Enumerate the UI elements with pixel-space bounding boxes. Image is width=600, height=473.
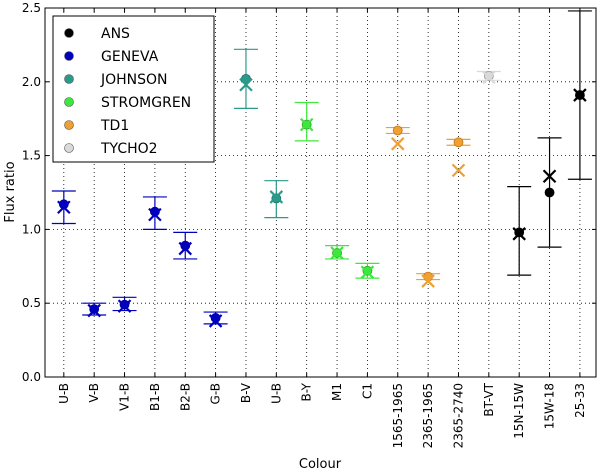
x-tick-label: V1-B bbox=[118, 383, 132, 411]
data-markers bbox=[51, 10, 592, 328]
observed-point bbox=[453, 137, 464, 148]
legend-label: JOHNSON bbox=[100, 72, 168, 88]
y-tick-label: 0.5 bbox=[22, 296, 41, 310]
legend-marker bbox=[64, 120, 74, 130]
y-tick-label: 2.0 bbox=[22, 75, 41, 89]
x-tick-label: U-B bbox=[57, 383, 71, 404]
x-tick-label: M1 bbox=[330, 383, 344, 401]
model-point bbox=[330, 246, 344, 260]
y-axis-label: Flux ratio bbox=[3, 161, 18, 222]
axes: U-B V-B V1-B B1-B B2-B G-B B-V U-B B-Y M1 C1 1565-1… bbox=[22, 1, 596, 448]
legend-marker bbox=[64, 143, 74, 153]
x-tick-label: B-Y bbox=[300, 382, 314, 401]
model-point bbox=[542, 169, 557, 184]
model-point bbox=[451, 163, 466, 178]
y-tick-label: 1.0 bbox=[22, 222, 41, 236]
x-tick-label: 1565-1965 bbox=[391, 383, 405, 448]
plot-frame bbox=[44, 7, 597, 378]
model-point bbox=[178, 241, 193, 256]
model-point bbox=[512, 227, 526, 241]
model-point bbox=[390, 137, 405, 151]
model-point bbox=[57, 200, 71, 215]
y-tick-label: 1.5 bbox=[22, 149, 41, 163]
x-tick-label: G-B bbox=[209, 383, 223, 404]
x-tick-label: B-V bbox=[239, 382, 253, 403]
model-point bbox=[269, 190, 284, 204]
x-axis-label: Colour bbox=[299, 457, 342, 472]
x-tick-label: 15W-18 bbox=[543, 383, 557, 429]
legend-label: ANS bbox=[101, 26, 130, 42]
model-point bbox=[239, 77, 253, 92]
x-tick-label: 2365-1965 bbox=[421, 383, 435, 448]
model-point bbox=[148, 207, 162, 222]
x-tick-label: 2365-2740 bbox=[451, 383, 465, 448]
y-tick-label: 0.0 bbox=[22, 370, 41, 384]
legend-marker bbox=[64, 28, 74, 38]
legend-marker bbox=[64, 97, 74, 107]
legend: ANS GENEVA JOHNSON STROMGREN TD1 TYCHO2 bbox=[52, 15, 215, 163]
x-tick-label: BT-VT bbox=[482, 382, 496, 416]
x-tick-label: V-B bbox=[87, 383, 101, 403]
observed-point bbox=[392, 125, 403, 136]
model-point bbox=[87, 303, 101, 318]
model-point bbox=[573, 88, 587, 102]
legend-label: TD1 bbox=[100, 118, 129, 134]
legend-box bbox=[52, 15, 215, 163]
legend-label: STROMGREN bbox=[101, 95, 191, 111]
legend-marker bbox=[64, 51, 74, 61]
y-tick-label: 2.5 bbox=[22, 1, 41, 15]
legend-label: GENEVA bbox=[101, 49, 159, 65]
model-point bbox=[421, 274, 435, 288]
model-point bbox=[117, 299, 132, 313]
observed-point bbox=[544, 187, 555, 198]
x-tick-label: U-B bbox=[269, 383, 283, 404]
model-point bbox=[208, 314, 223, 328]
x-tick-label: C1 bbox=[360, 383, 374, 399]
x-tick-label: B1-B bbox=[148, 383, 162, 411]
model-point bbox=[299, 117, 314, 132]
legend-label: TYCHO2 bbox=[100, 141, 158, 157]
model-point bbox=[482, 70, 496, 85]
x-tick-label: 15N-15W bbox=[512, 383, 526, 439]
x-tick-label: B2-B bbox=[178, 383, 192, 411]
x-tick-label: 25-33 bbox=[573, 383, 587, 418]
model-point bbox=[360, 265, 375, 279]
legend-marker bbox=[64, 74, 74, 84]
